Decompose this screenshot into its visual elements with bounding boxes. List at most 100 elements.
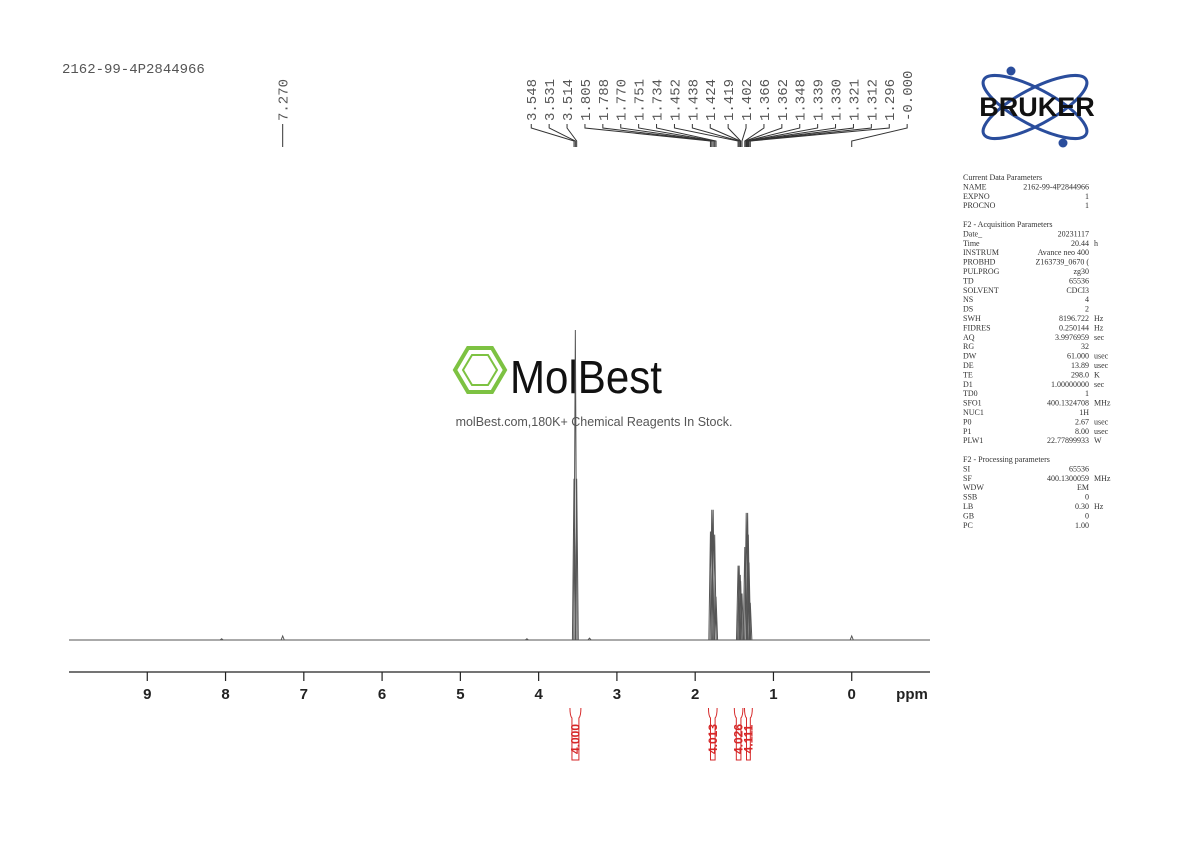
param-unit: usec	[1094, 427, 1109, 436]
param-value: 1	[1085, 389, 1089, 398]
param-value: 1.00000000	[1051, 380, 1089, 389]
param-unit: usec	[1094, 352, 1109, 361]
peak-leader	[749, 124, 890, 147]
param-key: NAME	[963, 182, 987, 191]
peak-leader	[748, 124, 872, 147]
param-value: 298.0	[1071, 370, 1089, 379]
peak-leader	[673, 124, 739, 147]
logo-text: BRUKER	[979, 92, 1095, 122]
peak-leader	[584, 124, 711, 147]
param-key: AQ	[963, 333, 975, 342]
integral-bracket	[569, 707, 582, 761]
signal	[571, 478, 577, 641]
peak-label: 1.296	[883, 79, 899, 121]
signal	[219, 638, 224, 641]
peak-label: 3.548	[525, 79, 541, 121]
logo-dot	[1006, 66, 1016, 76]
param-key: RG	[963, 342, 974, 351]
param-key: SSB	[963, 493, 977, 502]
peak-label: 1.339	[812, 79, 828, 121]
param-value: 400.1324708	[1047, 399, 1089, 408]
param-title: F2 - Acquisition Parameters	[963, 220, 1053, 229]
logo-dot	[1058, 138, 1068, 148]
param-key: DS	[963, 305, 973, 314]
param-key: FIDRES	[963, 323, 991, 332]
param-value: 8.00	[1075, 427, 1089, 436]
param-key: NS	[963, 295, 973, 304]
param-value: 65536	[1069, 276, 1089, 285]
peak-leader	[747, 124, 837, 147]
param-unit: usec	[1094, 417, 1109, 426]
integral-bracket	[733, 707, 744, 761]
peak-label: 7.270	[277, 79, 293, 121]
param-unit: MHz	[1094, 474, 1111, 483]
param-unit: MHz	[1094, 399, 1111, 408]
signal	[280, 634, 285, 641]
peak-label: 1.770	[615, 79, 631, 121]
param-value: Z163739_0670 (	[1035, 258, 1089, 267]
x-tick-label: 9	[143, 686, 151, 703]
peak-label: 3.531	[543, 79, 559, 121]
watermark-brand: MolBest	[510, 351, 662, 403]
peak-leader	[741, 124, 747, 147]
param-value: 0.250144	[1059, 323, 1089, 332]
x-tick-label: 4	[534, 686, 543, 703]
peak-label: 1.402	[740, 79, 756, 121]
param-value: 20.44	[1071, 239, 1089, 248]
peak-leader	[566, 124, 578, 147]
param-value: 8196.722	[1059, 314, 1089, 323]
param-value: 20231117	[1058, 229, 1089, 238]
param-unit: sec	[1094, 380, 1105, 389]
integral-bracket	[707, 707, 718, 761]
param-value: 13.89	[1071, 361, 1089, 370]
peak-label: 1.788	[597, 79, 613, 121]
param-key: DW	[963, 352, 977, 361]
x-tick-label: 0	[848, 686, 856, 703]
param-value: 1H	[1079, 408, 1089, 417]
peak-leader	[620, 124, 714, 147]
param-key: D1	[963, 380, 973, 389]
signal	[711, 509, 716, 641]
signal	[849, 634, 854, 641]
integral-label: 4.111	[741, 724, 755, 753]
param-value: 0	[1085, 511, 1089, 520]
signal	[742, 546, 747, 641]
peak-leader	[746, 124, 819, 147]
param-unit: K	[1094, 370, 1100, 379]
peak-label: 1.438	[686, 79, 702, 121]
peak-label: 1.312	[865, 79, 881, 121]
watermark: MolBest molBest.com,180K+ Chemical Reage…	[452, 346, 733, 429]
param-key: P0	[963, 417, 971, 426]
peak-label: 1.734	[651, 79, 667, 121]
x-tick-label: 8	[221, 686, 229, 703]
param-value: EM	[1077, 483, 1089, 492]
param-key: PC	[963, 521, 973, 530]
peak-leader	[747, 124, 854, 147]
sample-name: 2162-99-4P2844966	[62, 62, 205, 78]
param-value: 1	[1085, 192, 1089, 201]
param-value: 1	[1085, 201, 1089, 210]
integral-bracket	[743, 707, 753, 761]
param-value: Avance neo 400	[1038, 248, 1089, 257]
watermark-text: molBest.com,180K+ Chemical Reagents In S…	[456, 415, 733, 429]
peak-label: 1.805	[579, 79, 595, 121]
param-value: 65536	[1069, 464, 1089, 473]
peak-leader	[530, 124, 575, 147]
param-value: 0.30	[1075, 502, 1089, 511]
param-unit: sec	[1094, 333, 1105, 342]
x-tick-label: 2	[691, 686, 699, 703]
peak-leader	[727, 124, 742, 147]
logo-orbit	[981, 73, 1089, 141]
param-title: Current Data Parameters	[963, 173, 1042, 182]
param-key: SOLVENT	[963, 286, 999, 295]
x-tick-label: 3	[613, 686, 621, 703]
param-key: Date_	[963, 229, 983, 238]
param-value: 400.1300059	[1047, 474, 1089, 483]
param-unit: Hz	[1094, 323, 1104, 332]
signal	[713, 596, 719, 641]
signal	[738, 581, 743, 641]
x-tick-label: 5	[456, 686, 464, 703]
peak-leader	[548, 124, 576, 147]
signal	[748, 602, 753, 641]
